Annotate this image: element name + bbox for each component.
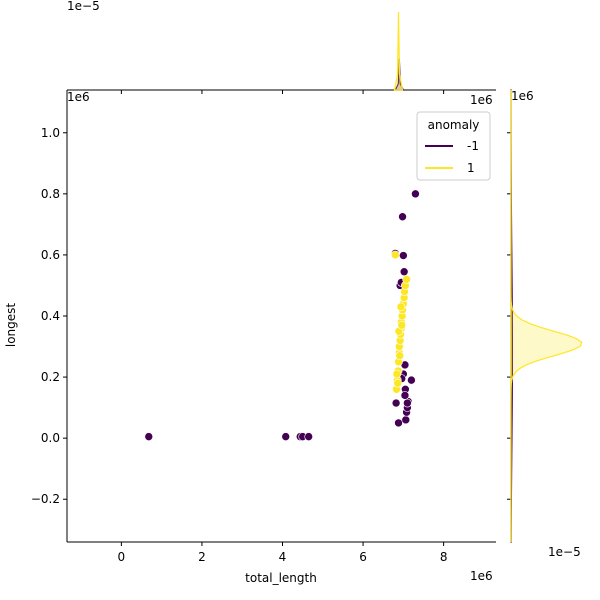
scatter-point xyxy=(398,212,407,222)
x-tick-label: 2 xyxy=(198,550,206,564)
right-marginal-offset-label: 1e−5 xyxy=(548,545,581,559)
scatter-point xyxy=(399,267,409,277)
scatter-point xyxy=(401,415,411,425)
main-axes: 0 2 4 6 8 −0.2 0.0 0.2 0.4 0.6 0.8 1.0 xyxy=(31,90,496,564)
scatter-point xyxy=(400,391,410,400)
legend-title: anomaly xyxy=(428,118,480,132)
scatter-point xyxy=(396,302,406,312)
scatter-point xyxy=(393,378,403,388)
right-marginal-y-offset-label: 1e6 xyxy=(511,89,534,103)
x-tick-label: 4 xyxy=(279,550,287,564)
scatter-point xyxy=(394,418,403,428)
right-marginal-axes xyxy=(507,89,583,543)
scatter-point xyxy=(392,369,402,379)
scatter-point xyxy=(397,320,407,330)
scatter-point xyxy=(390,250,400,260)
y-tick-label: 0.6 xyxy=(41,248,60,262)
top-marginal-offset-label-lower: 1e6 xyxy=(470,93,493,107)
x-tick-label: 8 xyxy=(440,550,448,564)
scatter-point xyxy=(304,432,313,441)
y-axis-label: longest xyxy=(4,303,18,348)
scatter-points xyxy=(144,189,420,441)
scatter-point xyxy=(402,275,411,284)
scatter-point xyxy=(144,432,154,441)
x-tick-label: 0 xyxy=(118,550,126,564)
scatter-point xyxy=(403,398,412,408)
y-tick-label: 0.4 xyxy=(41,309,60,323)
y-offset-label: 1e6 xyxy=(67,90,90,104)
legend-frame xyxy=(416,111,491,181)
legend-entry-label: 1 xyxy=(467,161,475,175)
scatter-point xyxy=(395,351,405,361)
scatter-point xyxy=(281,432,291,441)
right-kde-curve xyxy=(510,90,583,542)
y-tick-label: 0.0 xyxy=(41,431,60,445)
legend: anomaly -1 1 xyxy=(416,111,491,181)
scatter-point xyxy=(399,251,408,260)
top-marginal-axes xyxy=(67,11,496,94)
y-tick-label: −0.2 xyxy=(31,492,60,506)
x-axis-label: total_length xyxy=(245,571,317,585)
scatter-point xyxy=(411,189,420,199)
legend-entry-label: -1 xyxy=(467,139,479,153)
top-marginal-offset-label: 1e−5 xyxy=(67,0,100,13)
y-tick-label: 0.2 xyxy=(41,370,60,384)
top-kde-curve xyxy=(393,11,404,91)
x-offset-label: 1e6 xyxy=(470,569,493,583)
y-tick-label: 0.8 xyxy=(41,187,60,201)
scatter-point xyxy=(407,375,416,385)
y-tick-label: 1.0 xyxy=(41,126,60,140)
scatter-point xyxy=(391,398,401,408)
x-tick-label: 6 xyxy=(359,550,367,564)
